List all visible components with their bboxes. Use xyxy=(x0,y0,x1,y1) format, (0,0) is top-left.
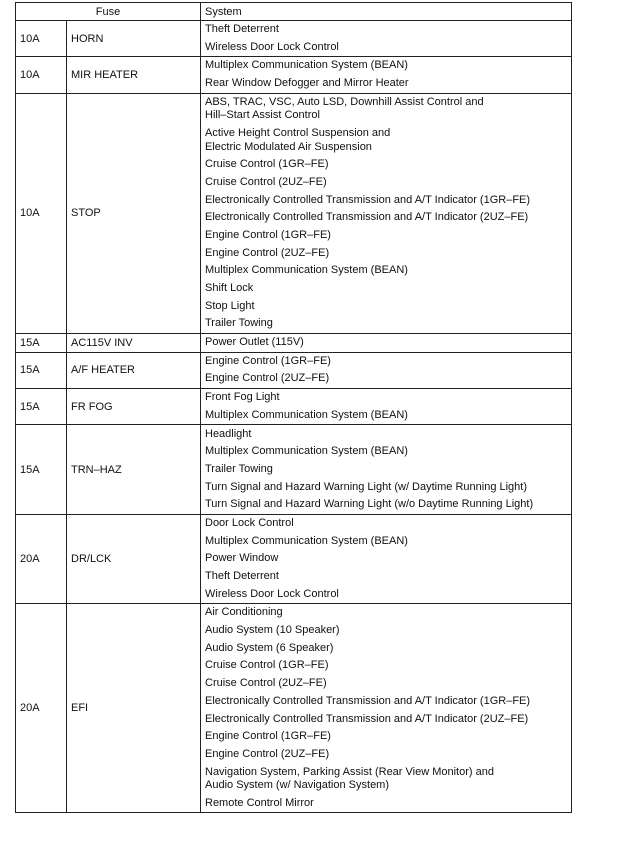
table-row: 15A AC115V INV Power Outlet (115V) xyxy=(15,333,572,353)
system-item: Engine Control (1GR–FE) xyxy=(205,228,331,241)
system-item: Cruise Control (2UZ–FE) xyxy=(205,175,327,188)
system-item: Engine Control (2UZ–FE) xyxy=(205,372,330,385)
table-row: 10A MIR HEATER Multiplex Communication Sys… xyxy=(15,56,572,94)
fuse-amperage: 15A xyxy=(15,388,67,426)
system-item: Audio System (10 Speaker) xyxy=(205,624,340,637)
system-item: Engine Control (1GR–FE) xyxy=(205,354,331,367)
system-item: Audio System (6 Speaker) xyxy=(205,641,334,654)
system-item: Multiplex Communication System (BEAN) xyxy=(205,59,408,72)
fuse-amperage: 15A xyxy=(15,333,67,353)
system-item: Electronically Controlled Transmission a… xyxy=(205,211,529,224)
system-item: Active Height Control Suspension and Ele… xyxy=(205,127,391,153)
fuse-amperage: 10A xyxy=(15,92,67,335)
system-item: Wireless Door Lock Control xyxy=(205,587,339,600)
system-item: Multiplex Communication System (BEAN) xyxy=(205,408,408,421)
system-list: Theft Deterrent Wireless Door Lock Contro… xyxy=(200,19,572,58)
system-item: ABS, TRAC, VSC, Auto LSD, Downhill Assis… xyxy=(205,95,484,122)
header-row: Fuse System xyxy=(15,2,572,21)
system-item: Cruise Control (2UZ–FE) xyxy=(205,677,327,690)
system-item: Engine Control (2UZ–FE) xyxy=(205,246,330,259)
system-item: Electronically Controlled Transmission a… xyxy=(205,193,531,206)
header-system: System xyxy=(200,2,572,21)
table-row: 15A FR FOG Front Fog Light Multiplex Commun… xyxy=(15,388,572,426)
system-list: Front Fog Light Multiplex Communication S… xyxy=(200,388,572,426)
table-row: 15A A/F HEATER Engine Control (1GR–FE) Engi… xyxy=(15,351,572,390)
fuse-name: STOP xyxy=(66,92,201,335)
system-list: Headlight Multiplex Communication System … xyxy=(200,424,572,515)
fuse-amperage: 20A xyxy=(15,513,67,605)
fuse-amperage: 20A xyxy=(15,603,67,814)
system-item: Wireless Door Lock Control xyxy=(205,40,339,53)
system-list: Multiplex Communication System (BEAN) Rea… xyxy=(200,56,572,94)
system-item: Air Conditioning xyxy=(205,606,283,619)
fuse-name: EFI xyxy=(66,603,201,814)
system-item: Stop Light xyxy=(205,299,255,312)
fuse-name: DR/LCK xyxy=(66,513,201,605)
fuse-name: MIR HEATER xyxy=(66,56,201,94)
system-item: Theft Deterrent xyxy=(205,23,279,36)
table-row: 20A EFI Air Conditioning Audio System (10 S… xyxy=(15,603,572,814)
header-fuse: Fuse xyxy=(15,2,201,21)
system-item: Cruise Control (1GR–FE) xyxy=(205,659,329,672)
table-row: 15A TRN–HAZ Headlight Multiplex Communicati… xyxy=(15,424,572,515)
system-item: Turn Signal and Hazard Warning Light (w/… xyxy=(205,480,528,493)
system-item: Cruise Control (1GR–FE) xyxy=(205,158,329,171)
system-item: Remote Control Mirror xyxy=(205,796,314,809)
fuse-name: AC115V INV xyxy=(66,333,201,353)
system-item: Trailer Towing xyxy=(205,317,273,330)
fuse-name: HORN xyxy=(66,19,201,58)
table-row: 10A HORN Theft Deterrent Wireless Door Lock… xyxy=(15,19,572,58)
fuse-amperage: 10A xyxy=(15,56,67,94)
system-item: Multiplex Communication System (BEAN) xyxy=(205,264,408,277)
system-item: Multiplex Communication System (BEAN) xyxy=(205,534,408,547)
system-item: Electronically Controlled Transmission a… xyxy=(205,694,531,707)
system-item: Navigation System, Parking Assist (Rear … xyxy=(205,765,494,792)
system-list: ABS, TRAC, VSC, Auto LSD, Downhill Assis… xyxy=(200,92,572,335)
system-list: Power Outlet (115V) xyxy=(200,333,572,353)
fuse-name: FR FOG xyxy=(66,388,201,426)
fuse-name: TRN–HAZ xyxy=(66,424,201,515)
system-item: Electronically Controlled Transmission a… xyxy=(205,712,529,725)
table-row: 10A STOP ABS, TRAC, VSC, Auto LSD, Downhil… xyxy=(15,92,572,335)
fuse-amperage: 15A xyxy=(15,351,67,390)
fuse-amperage: 15A xyxy=(15,424,67,515)
system-item: Door Lock Control xyxy=(205,516,294,529)
system-item: Engine Control (2UZ–FE) xyxy=(205,747,330,760)
system-item: Headlight xyxy=(205,427,252,440)
system-item: Rear Window Defogger and Mirror Heater xyxy=(205,77,409,90)
system-item: Power Outlet (115V) xyxy=(205,336,304,349)
system-list: Door Lock Control Multiplex Communication… xyxy=(200,513,572,605)
system-item: Multiplex Communication System (BEAN) xyxy=(205,445,408,458)
fuse-table: Fuse System 10A HORN Theft Deterrent Wirele… xyxy=(15,2,572,814)
system-item: Trailer Towing xyxy=(205,462,273,475)
table-row: 20A DR/LCK Door Lock Control Multiplex Comm… xyxy=(15,513,572,605)
system-item: Engine Control (1GR–FE) xyxy=(205,730,331,743)
system-item: Theft Deterrent xyxy=(205,570,279,583)
fuse-name: A/F HEATER xyxy=(66,351,201,390)
system-item: Front Fog Light xyxy=(205,391,280,404)
system-item: Power Window xyxy=(205,552,279,565)
system-item: Turn Signal and Hazard Warning Light (w/… xyxy=(205,498,534,511)
system-list: Engine Control (1GR–FE) Engine Control (2… xyxy=(200,351,572,390)
fuse-amperage: 10A xyxy=(15,19,67,58)
system-item: Shift Lock xyxy=(205,282,254,295)
system-list: Air Conditioning Audio System (10 Speaker… xyxy=(200,603,572,814)
